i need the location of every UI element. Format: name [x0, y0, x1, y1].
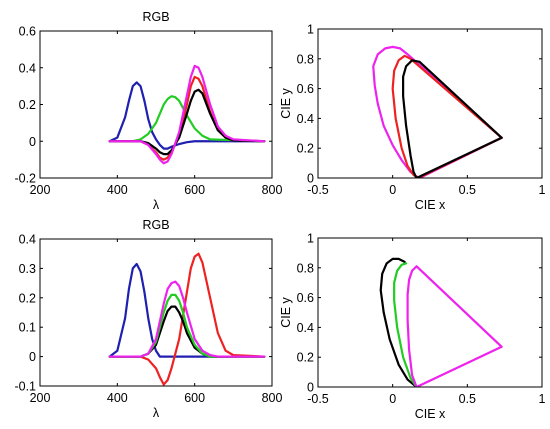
- x-tick-label: -0.5: [307, 183, 329, 197]
- y-tick-label: 0.8: [297, 261, 314, 275]
- series-group: [372, 45, 503, 178]
- chart-rgb-top: 200 400 600 800 -0.2 0 0.2 0.4 0.6 RGB λ: [14, 10, 282, 212]
- y-tick-label: 0.6: [19, 25, 36, 39]
- y-tick-label: 1: [307, 23, 314, 37]
- x-tick-label: 200: [30, 391, 51, 405]
- series-line-0: [379, 257, 418, 387]
- y-tick-label: 0.2: [19, 291, 36, 305]
- y-tick-label: 0.4: [19, 61, 36, 75]
- x-axis-label: λ: [153, 406, 160, 420]
- series-line-1: [393, 262, 418, 387]
- axes-frame: [317, 237, 543, 388]
- series-line-4: [108, 280, 266, 358]
- y-tick-label: 0.6: [297, 82, 314, 96]
- series-line-3: [108, 88, 266, 156]
- y-tick-label: 0: [29, 135, 36, 149]
- x-axis-label: CIE x: [415, 198, 446, 212]
- y-tick-label: 0: [29, 350, 36, 364]
- x-axis-label: λ: [153, 198, 160, 212]
- y-tick-label: 0.2: [297, 142, 314, 156]
- y-tick-label: -0.1: [14, 380, 36, 394]
- series-line-0: [108, 81, 266, 150]
- y-tick-label: -0.2: [14, 172, 36, 186]
- x-tick-label: 400: [107, 183, 128, 197]
- series-line-1: [108, 95, 266, 143]
- y-axis-label: CIE y: [279, 87, 293, 118]
- y-tick-label: 1: [307, 232, 314, 246]
- x-tick-label: 400: [107, 391, 128, 405]
- y-tick-label: 0.4: [297, 112, 314, 126]
- x-tick-label: 0: [389, 183, 396, 197]
- x-tick-label: 0.5: [459, 392, 476, 406]
- y-tick-label: 0: [307, 381, 314, 395]
- x-tick-label: -0.5: [307, 392, 329, 406]
- x-tick-label: 1: [539, 392, 546, 406]
- y-axis-label: CIE y: [279, 296, 293, 327]
- chart-title: RGB: [142, 10, 169, 24]
- x-tick-label: 800: [262, 183, 283, 197]
- chart-rgb-bottom: 200 400 600 800 -0.1 0 0.1 0.2 0.3 0.4 RGB λ: [14, 218, 282, 420]
- y-tick-label: 0.3: [19, 262, 36, 276]
- chart-title: RGB: [142, 218, 169, 232]
- series-line-2: [402, 59, 503, 178]
- series-line-2: [406, 265, 503, 387]
- y-tick-label: 0.4: [297, 321, 314, 335]
- x-axis-label: CIE x: [415, 407, 446, 421]
- y-tick-label: 0.2: [297, 351, 314, 365]
- x-tick-label: 200: [30, 183, 51, 197]
- x-tick-label: 0.5: [459, 183, 476, 197]
- series-group: [108, 252, 266, 386]
- axes-frame: [317, 28, 543, 179]
- y-tick-label: 0.4: [19, 233, 36, 247]
- x-tick-label: 600: [184, 183, 205, 197]
- y-tick-label: 0: [307, 172, 314, 186]
- y-tick-label: 0.6: [297, 291, 314, 305]
- x-tick-label: 800: [262, 391, 283, 405]
- x-tick-label: 0: [389, 392, 396, 406]
- series-group: [379, 257, 503, 387]
- x-tick-label: 1: [539, 183, 546, 197]
- series-line-4: [108, 64, 266, 165]
- y-tick-label: 0.2: [19, 98, 36, 112]
- y-tick-label: 0.8: [297, 52, 314, 66]
- series-group: [108, 64, 266, 165]
- x-tick-label: 600: [184, 391, 205, 405]
- axes-frame: [39, 238, 273, 387]
- y-tick-label: 0.1: [19, 321, 36, 335]
